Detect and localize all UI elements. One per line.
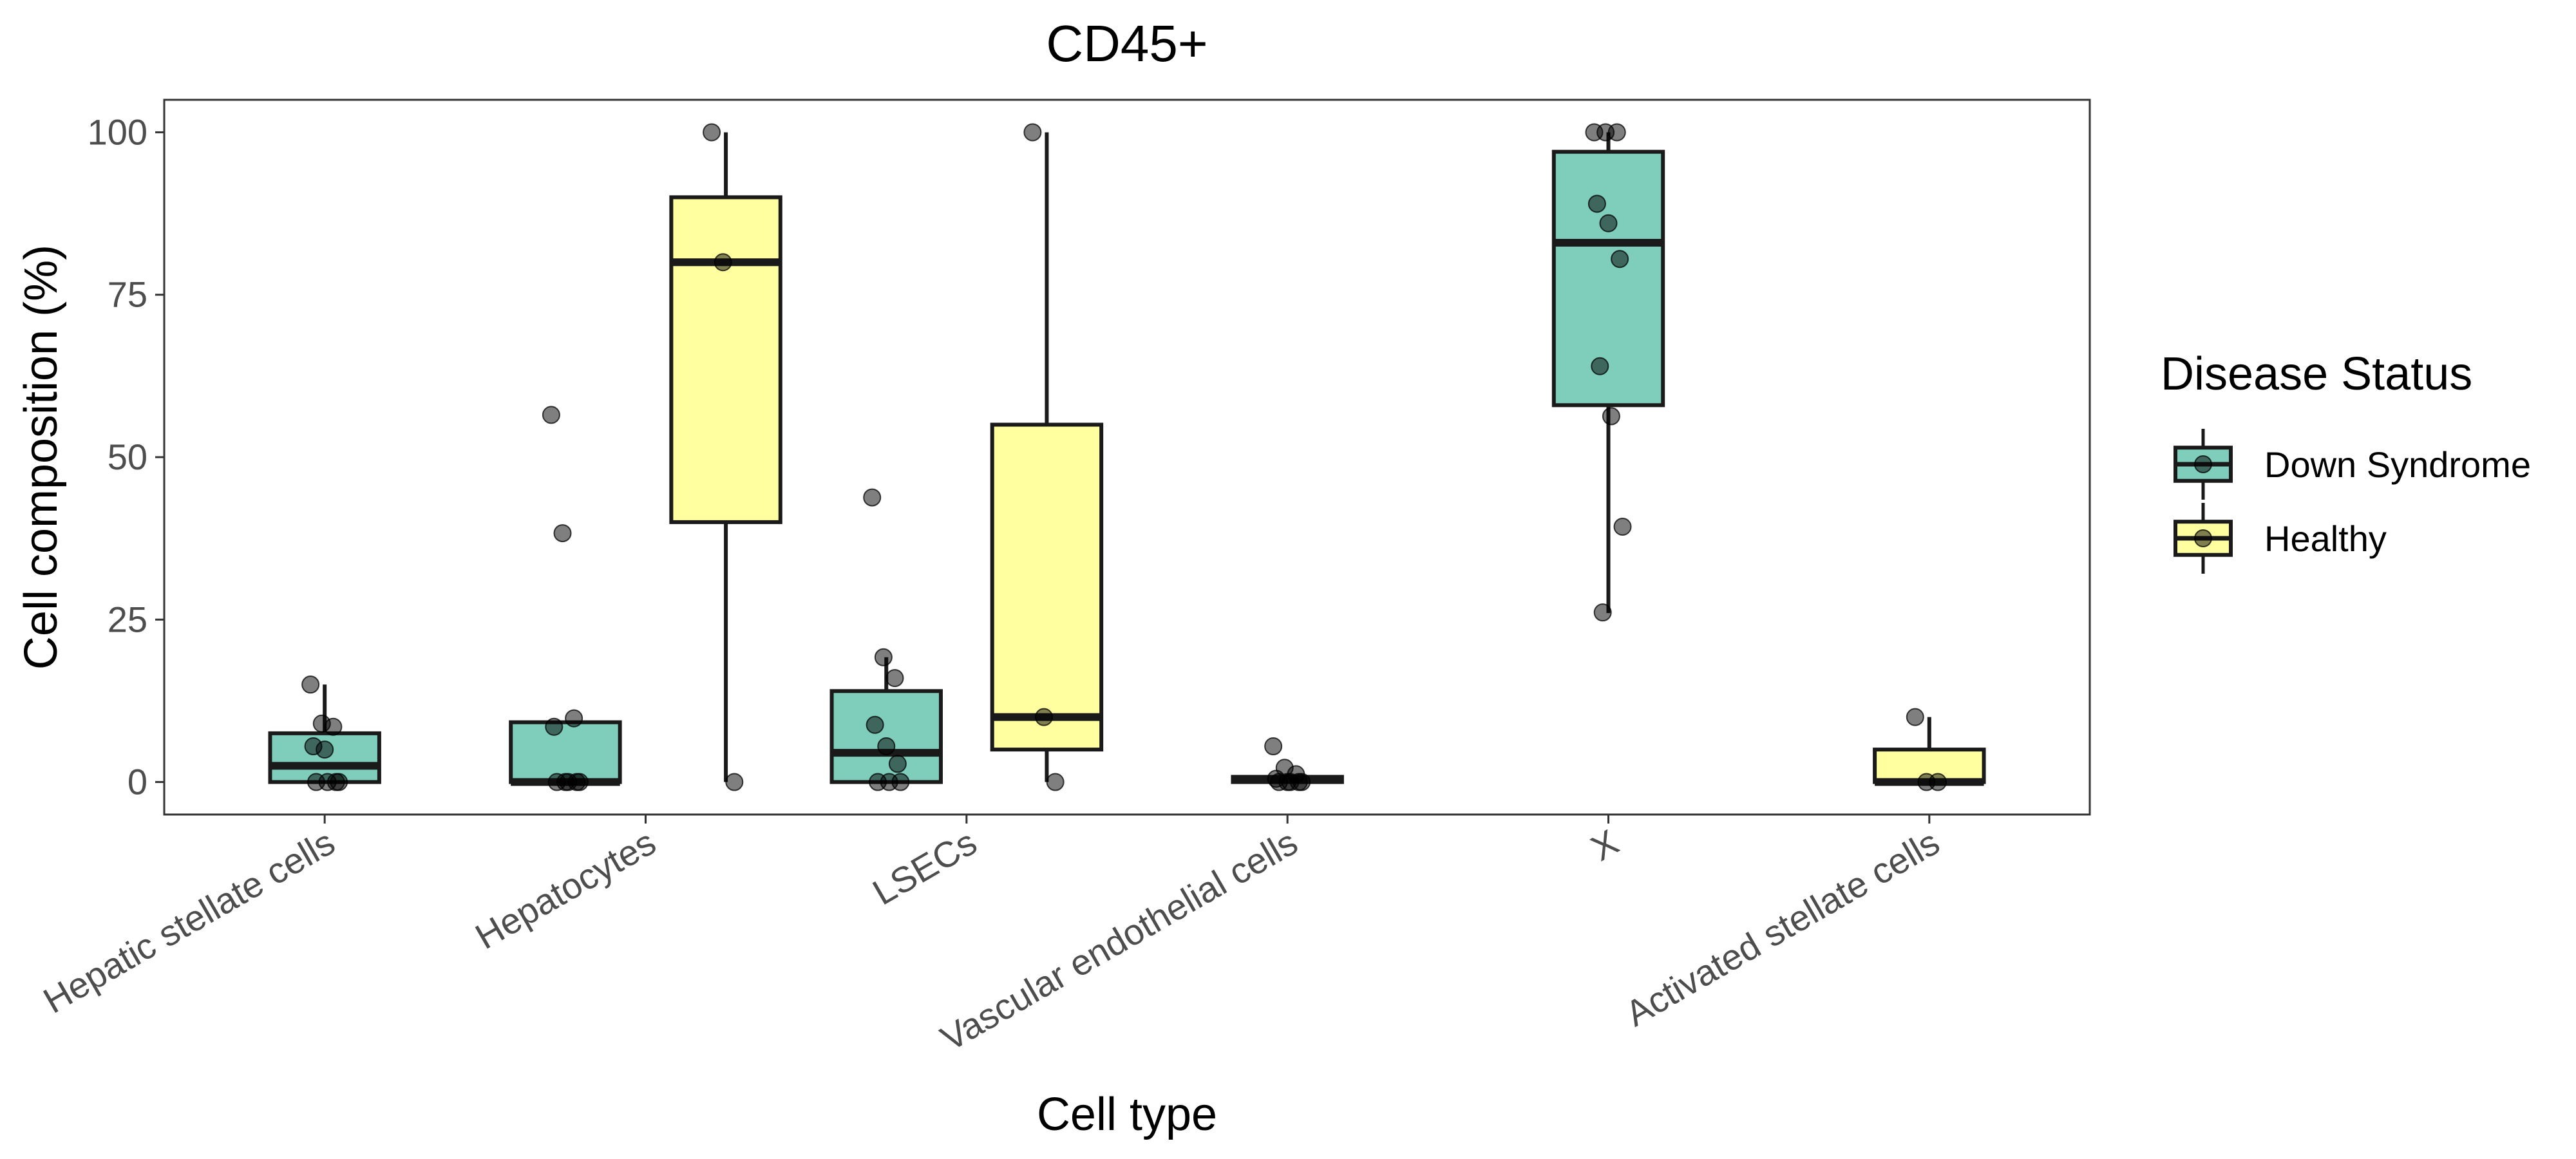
x-axis: Hepatic stellate cells Hepatocytes LSECsVa… <box>37 815 1946 1059</box>
data-point <box>330 773 348 791</box>
box-body <box>669 195 782 524</box>
data-point <box>1611 250 1629 269</box>
x-tick-label: Hepatic stellate cells <box>37 822 342 1021</box>
data-point <box>1613 517 1632 536</box>
x-tick-label: Activated stellate cells <box>1618 822 1946 1034</box>
box-body <box>829 689 943 784</box>
data-point <box>1591 357 1609 375</box>
plot-panel <box>163 99 2091 816</box>
y-tick-label: 100 <box>88 111 147 152</box>
data-point <box>1593 603 1612 622</box>
data-point <box>703 123 721 142</box>
data-point <box>725 773 744 791</box>
x-tick-label: Vascular endothelial cells <box>934 822 1304 1059</box>
legend-label: Healthy <box>2264 518 2387 559</box>
point-layer <box>301 123 1947 791</box>
data-point <box>1035 708 1054 726</box>
x-tick-label: LSECs <box>866 822 983 913</box>
legend: Disease Status Down Syndrome Healthy <box>2161 348 2531 574</box>
data-point <box>1293 773 1311 791</box>
y-axis-title: Cell composition (%) <box>15 245 67 670</box>
legend-title: Disease Status <box>2161 348 2472 400</box>
data-point <box>886 669 904 688</box>
box-body <box>1551 149 1665 408</box>
y-tick-label: 50 <box>108 437 147 477</box>
data-point <box>570 773 589 791</box>
data-point <box>553 524 572 543</box>
data-point <box>891 773 910 791</box>
data-point <box>1046 773 1065 791</box>
y-tick-label: 0 <box>128 762 147 802</box>
data-point <box>565 709 583 728</box>
data-point <box>1587 194 1606 213</box>
data-point <box>542 406 560 424</box>
data-point <box>866 715 884 734</box>
chart-title: CD45+ <box>1046 15 1208 72</box>
data-point <box>874 648 893 666</box>
legend-key-point <box>2194 529 2212 547</box>
data-point <box>1602 407 1620 426</box>
data-point <box>1599 214 1618 232</box>
box-body <box>990 422 1104 752</box>
data-point <box>316 740 334 759</box>
legend-label: Down Syndrome <box>2264 444 2531 485</box>
legend-items: Down Syndrome Healthy <box>2174 429 2531 574</box>
data-point <box>1264 737 1283 756</box>
data-point <box>714 253 732 272</box>
data-point <box>1023 123 1042 142</box>
x-tick-label: X <box>1584 822 1625 869</box>
x-axis-title: Cell type <box>1037 1089 1217 1140</box>
y-tick-label: 25 <box>108 599 147 639</box>
data-point <box>1906 708 1924 726</box>
data-point <box>888 755 907 773</box>
data-point <box>545 717 564 736</box>
x-tick-label: Hepatocytes <box>468 822 662 957</box>
data-point <box>877 737 896 756</box>
data-point <box>1929 773 1947 791</box>
y-tick-label: 75 <box>108 274 147 315</box>
y-axis: 0 25 50 75 100 <box>88 111 164 802</box>
box-layer <box>268 132 1986 786</box>
legend-key-point <box>2194 455 2212 473</box>
data-point <box>863 488 882 507</box>
data-point <box>324 717 343 736</box>
data-point <box>301 675 320 694</box>
data-point <box>1607 123 1626 142</box>
box-body <box>509 720 622 784</box>
